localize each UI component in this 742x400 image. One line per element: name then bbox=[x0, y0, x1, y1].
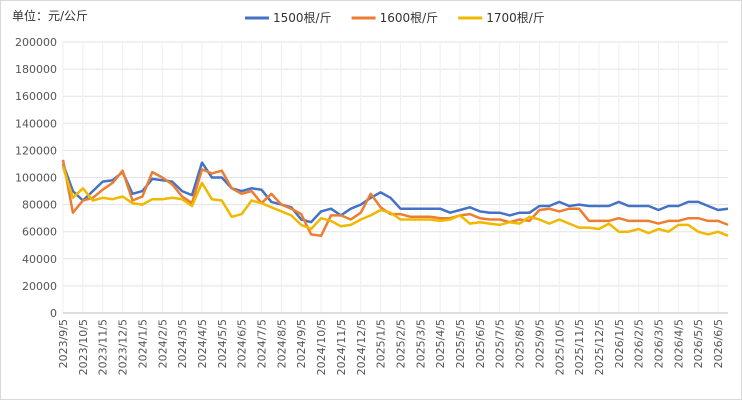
x-tick-label: 2023/12/5 bbox=[117, 319, 130, 375]
y-tick-label: 140000 bbox=[15, 117, 57, 130]
x-tick-label: 2025/12/5 bbox=[593, 319, 606, 375]
x-tick-label: 2023/11/5 bbox=[97, 319, 110, 375]
x-tick-label: 2024/12/5 bbox=[355, 319, 368, 375]
x-tick-label: 2023/10/5 bbox=[77, 319, 90, 375]
x-tick-label: 2026/2/5 bbox=[633, 319, 646, 368]
x-tick-label: 2025/8/5 bbox=[514, 319, 527, 368]
x-tick-label: 2025/5/5 bbox=[454, 319, 467, 368]
x-tick-label: 2026/5/5 bbox=[692, 319, 705, 368]
x-tick-label: 2024/3/5 bbox=[176, 319, 189, 368]
x-tick-label: 2025/6/5 bbox=[474, 319, 487, 368]
chart-title: 单位：元/公斤 bbox=[12, 8, 88, 23]
x-tick-label: 2025/3/5 bbox=[414, 319, 427, 368]
legend-label: 1600根/斤 bbox=[380, 11, 439, 25]
series-line bbox=[61, 161, 729, 224]
y-tick-label: 200000 bbox=[15, 36, 57, 49]
x-tick-label: 2026/4/5 bbox=[672, 319, 685, 368]
x-tick-label: 2024/8/5 bbox=[275, 319, 288, 368]
y-tick-label: 120000 bbox=[15, 144, 57, 157]
y-tick-label: 100000 bbox=[15, 172, 57, 185]
x-tick-label: 2024/11/5 bbox=[335, 319, 348, 375]
x-tick-label: 2025/10/5 bbox=[553, 319, 566, 375]
x-tick-label: 2023/9/5 bbox=[57, 319, 70, 368]
x-tick-label: 2024/10/5 bbox=[315, 319, 328, 375]
y-tick-label: 0 bbox=[50, 307, 57, 320]
x-tick-label: 2025/1/5 bbox=[375, 319, 388, 368]
x-tick-label: 2025/7/5 bbox=[494, 319, 507, 368]
y-tick-label: 180000 bbox=[15, 63, 57, 76]
y-tick-label: 160000 bbox=[15, 90, 57, 103]
x-tick-label: 2025/4/5 bbox=[434, 319, 447, 368]
x-tick-label: 2024/4/5 bbox=[196, 319, 209, 368]
x-tick-label: 2024/9/5 bbox=[295, 319, 308, 368]
legend-label: 1700根/斤 bbox=[486, 11, 545, 25]
y-tick-label: 80000 bbox=[22, 199, 57, 212]
x-tick-label: 2024/7/5 bbox=[256, 319, 269, 368]
x-tick-label: 2025/2/5 bbox=[394, 319, 407, 368]
x-tick-label: 2025/9/5 bbox=[533, 319, 546, 368]
x-tick-label: 2024/6/5 bbox=[236, 319, 249, 368]
x-tick-label: 2024/2/5 bbox=[156, 319, 169, 368]
legend-label: 1500根/斤 bbox=[273, 11, 332, 25]
x-tick-label: 2024/1/5 bbox=[136, 319, 149, 368]
x-tick-label: 2026/6/5 bbox=[712, 319, 725, 368]
y-tick-label: 60000 bbox=[22, 226, 57, 239]
x-tick-label: 2026/3/5 bbox=[653, 319, 666, 368]
series-line bbox=[61, 166, 729, 237]
x-tick-label: 2024/5/5 bbox=[216, 319, 229, 368]
y-tick-label: 40000 bbox=[22, 253, 57, 266]
x-tick-label: 2026/1/5 bbox=[613, 319, 626, 368]
y-tick-label: 20000 bbox=[22, 280, 57, 293]
series-line bbox=[61, 159, 729, 238]
x-tick-label: 2025/11/5 bbox=[573, 319, 586, 375]
